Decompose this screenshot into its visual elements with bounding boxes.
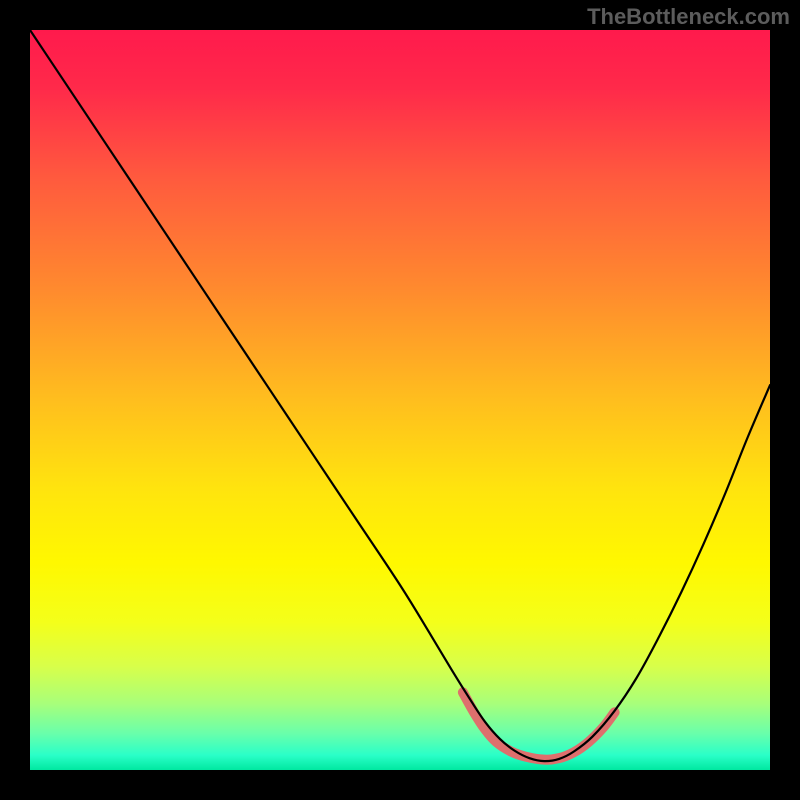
plot-area	[30, 30, 770, 770]
chart-container: TheBottleneck.com	[0, 0, 800, 800]
bottleneck-curve	[30, 30, 770, 761]
highlight-band	[463, 692, 615, 759]
watermark-text: TheBottleneck.com	[587, 4, 790, 30]
curve-layer	[30, 30, 770, 770]
